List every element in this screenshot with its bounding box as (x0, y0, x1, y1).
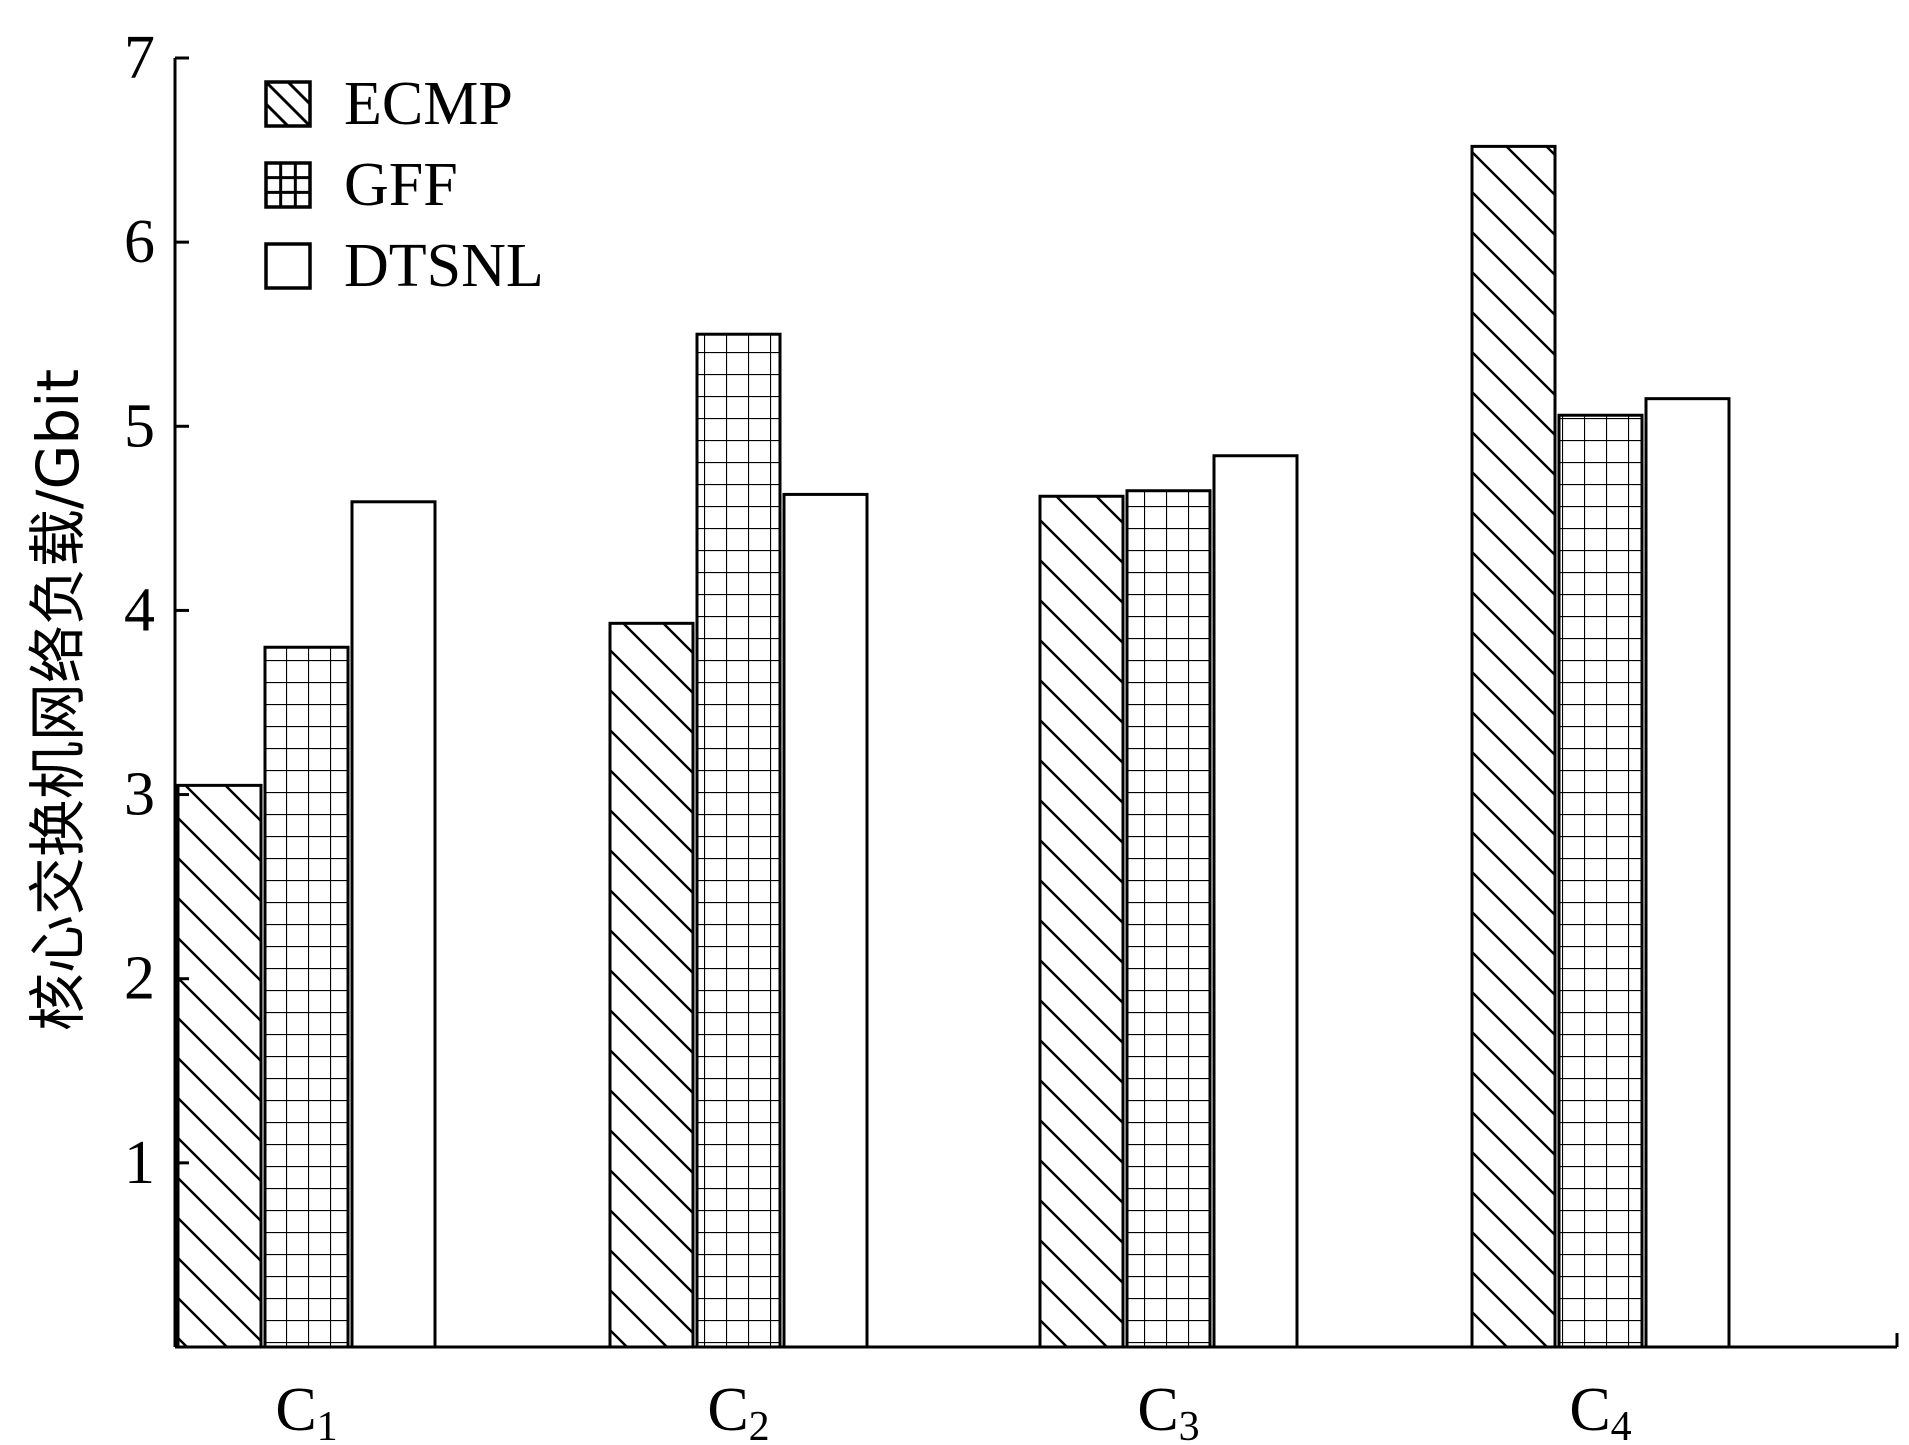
bar-ecmp-c2 (608, 621, 695, 1349)
legend-swatch-hatch-line (264, 80, 312, 128)
y-tick-label: 1 (124, 1129, 155, 1197)
bar-ecmp-c4 (1470, 144, 1557, 1349)
legend-swatch-hatch-line (286, 80, 312, 106)
legend-swatch-gff (264, 161, 312, 209)
x-category-label: C3 (1137, 1376, 1199, 1445)
bar-dtsnl-c3 (1212, 454, 1299, 1349)
legend-label-ecmp: ECMP (344, 70, 513, 138)
bar-ecmp-c1 (176, 783, 263, 1349)
category-base: C (1137, 1376, 1178, 1444)
y-tick-label: 4 (124, 576, 155, 644)
category-base: C (275, 1376, 316, 1444)
legend-swatch-hatch-line (264, 102, 290, 128)
x-category-label: C1 (275, 1376, 337, 1445)
x-category-label: C2 (707, 1376, 769, 1445)
y-tick-label: 6 (124, 208, 155, 276)
y-axis-label: 核心交换机网络负载/Gbit (24, 369, 92, 1031)
bar-gff-c2 (695, 332, 782, 1349)
category-base: C (1569, 1376, 1610, 1444)
bar-dtsnl-c1 (350, 500, 437, 1349)
y-tick-label: 3 (124, 761, 155, 829)
legend-label-dtsnl: DTSNL (344, 232, 544, 300)
category-subscript: 2 (749, 1404, 770, 1445)
y-tick-label: 5 (124, 392, 155, 460)
bar-dtsnl-c4 (1644, 397, 1731, 1349)
legend-label-gff: GFF (344, 151, 458, 219)
y-tick-label: 7 (124, 24, 155, 92)
category-subscript: 3 (1179, 1404, 1200, 1445)
category-subscript: 4 (1611, 1404, 1632, 1445)
bar-gff-c4 (1557, 413, 1644, 1349)
bar-gff-c3 (1125, 489, 1212, 1349)
category-base: C (707, 1376, 748, 1444)
legend-swatch-dtsnl (264, 242, 312, 290)
bar-dtsnl-c2 (782, 492, 869, 1349)
bar-ecmp-c3 (1038, 494, 1125, 1349)
bar-gff-c1 (263, 645, 350, 1349)
category-subscript: 1 (317, 1404, 338, 1445)
y-tick-label: 2 (124, 945, 155, 1013)
x-category-label: C4 (1569, 1376, 1631, 1445)
